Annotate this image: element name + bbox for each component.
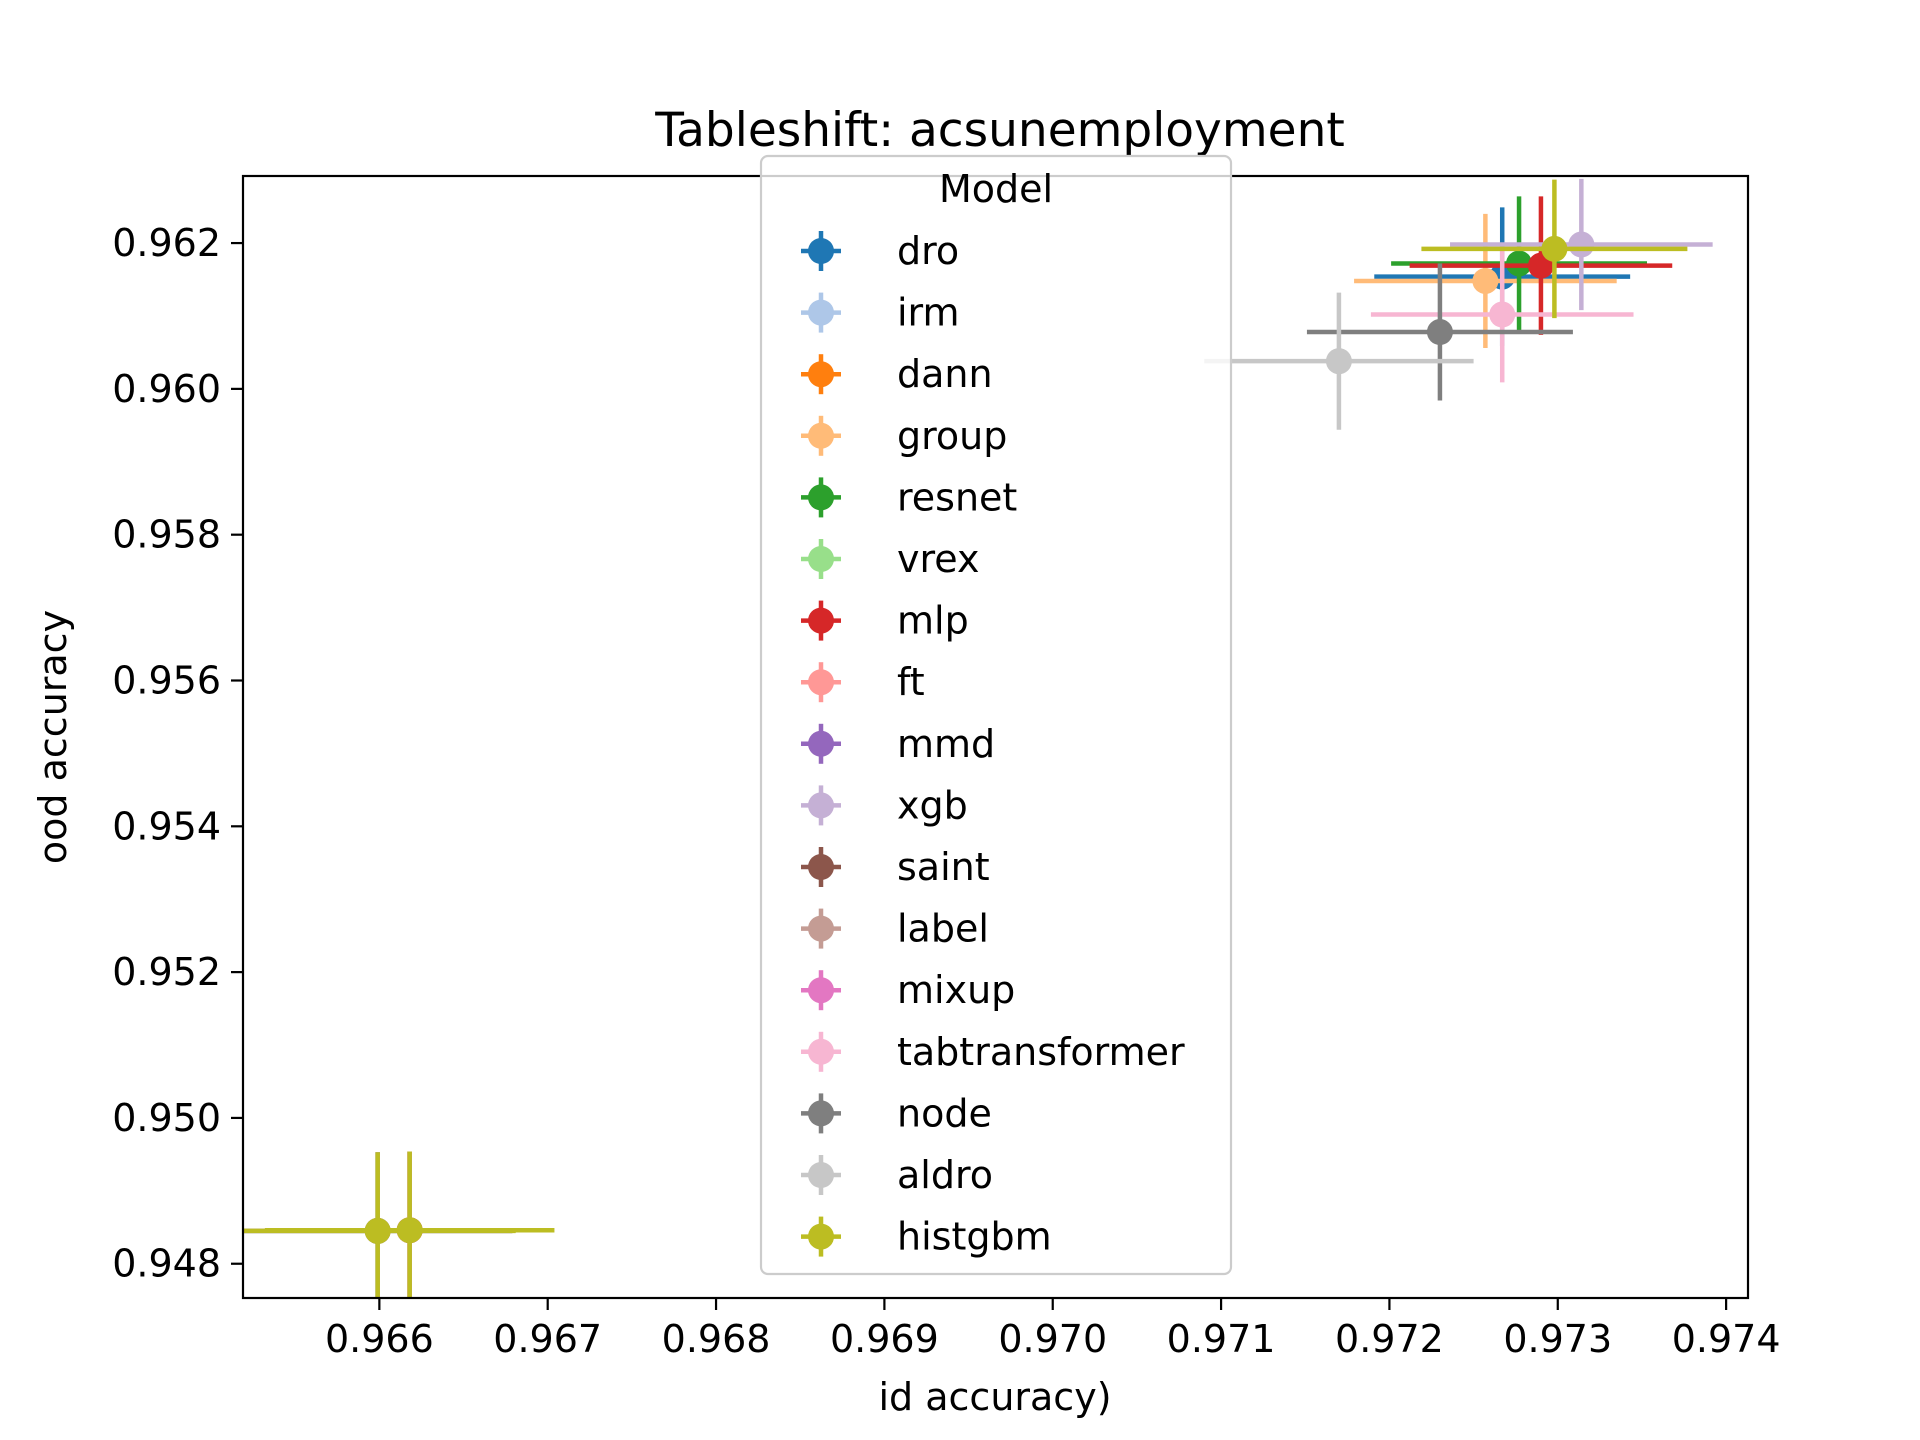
legend-item-label: label [801,907,989,951]
series-tabtransformer [1370,246,1634,383]
series-histgbm [264,1151,555,1298]
legend-marker [808,546,834,572]
legend-label: histgbm [897,1215,1052,1259]
legend-marker [808,792,834,819]
x-tick-label: 0.970 [998,1317,1107,1361]
legend-item-dro: dro [801,229,959,273]
legend-label: node [897,1091,992,1135]
legend-marker [808,977,834,1004]
legend-marker [808,1223,834,1250]
legend-frame [759,154,1233,1276]
legend-label: irm [897,291,960,335]
legend-item-histgbm: histgbm [801,1215,1052,1259]
legend-marker [808,854,834,880]
legend-marker [808,1038,834,1065]
legend-marker [808,1100,834,1127]
series-histgbm [1421,179,1688,319]
y-tick-label: 0.952 [112,950,221,994]
legend-item-mmd: mmd [801,722,995,766]
x-tick-label: 0.974 [1672,1317,1781,1361]
legend-label: resnet [897,475,1017,519]
y-tick-label: 0.960 [112,367,221,411]
legend-label: saint [897,845,990,889]
legend-item-ft: ft [801,660,925,704]
x-tick-label: 0.972 [1335,1317,1444,1361]
legend-label: xgb [897,783,968,827]
legend-label: mmd [897,722,995,766]
legend-item-dann: dann [801,352,993,396]
y-axis: 0.948 0.950 0.952 0.954 0.956 0.958 0.960 0.962 [112,221,243,1286]
x-tick-label: 0.971 [1167,1317,1276,1361]
legend-item-aldro: aldro [801,1153,993,1197]
x-axis: 0.966 0.967 0.968 0.969 0.970 0.971 0.972 0.973… [325,1298,1781,1361]
legend-entries: dro irm dann group resnet vrex mlp ft mmd xgb sain… [801,229,1185,1259]
legend-marker [808,422,834,449]
legend: Model dro irm dann group resnet vrex mlp ft mmd x… [759,154,1233,1276]
legend-marker [808,361,834,388]
data-point [396,1217,423,1244]
series-node [1306,263,1573,401]
x-axis-label: id accuracy) [878,1375,1111,1419]
legend-label: mixup [897,968,1015,1012]
x-tick-label: 0.966 [325,1317,434,1361]
legend-item-mlp: mlp [801,599,969,643]
data-point [1489,301,1516,328]
x-tick-label: 0.969 [830,1317,939,1361]
legend-label: tabtransformer [897,1030,1185,1074]
legend-marker [808,730,834,757]
legend-label: label [897,907,989,951]
data-point [1325,348,1352,375]
y-tick-label: 0.958 [112,513,221,557]
legend-item-tabtransformer: tabtransformer [801,1030,1185,1074]
legend-label: mlp [897,599,969,643]
legend-label: vrex [897,537,979,581]
legend-item-xgb: xgb [801,783,968,827]
legend-title: Model [939,167,1053,211]
data-point [1472,267,1499,294]
y-tick-label: 0.950 [112,1096,221,1140]
legend-marker [808,607,834,634]
y-tick-label: 0.948 [112,1242,221,1286]
x-tick-label: 0.967 [493,1317,602,1361]
series-mlp [1409,196,1673,335]
y-tick-label: 0.962 [112,221,221,265]
y-tick-label: 0.954 [112,804,221,848]
y-axis-label: ood accuracy [31,610,75,864]
legend-marker [808,669,834,696]
legend-marker [808,1162,834,1188]
legend-marker [808,484,834,511]
x-tick-label: 0.973 [1503,1317,1612,1361]
legend-item-mixup: mixup [801,968,1015,1012]
data-point [1568,231,1595,258]
legend-label: dann [897,352,993,396]
x-tick-label: 0.968 [662,1317,771,1361]
plot-area [243,178,1713,1298]
series-group [1354,213,1617,349]
legend-label: ft [897,660,925,704]
data-point [1541,235,1568,262]
legend-item-irm: irm [801,291,960,335]
legend-label: group [897,414,1007,458]
legend-item-group: group [801,414,1007,458]
legend-item-saint: saint [801,845,990,889]
data-point [1426,319,1453,346]
legend-item-node: node [801,1091,992,1135]
legend-marker [808,915,834,942]
legend-label: aldro [897,1153,993,1197]
legend-label: dro [897,229,959,273]
series-aldro [1204,292,1474,430]
legend-item-vrex: vrex [801,537,979,581]
legend-marker [808,299,834,326]
chart-title: Tableshift: acsunemployment [654,103,1345,158]
legend-item-resnet: resnet [801,475,1017,519]
legend-marker [808,238,834,264]
y-tick-label: 0.956 [112,658,221,702]
